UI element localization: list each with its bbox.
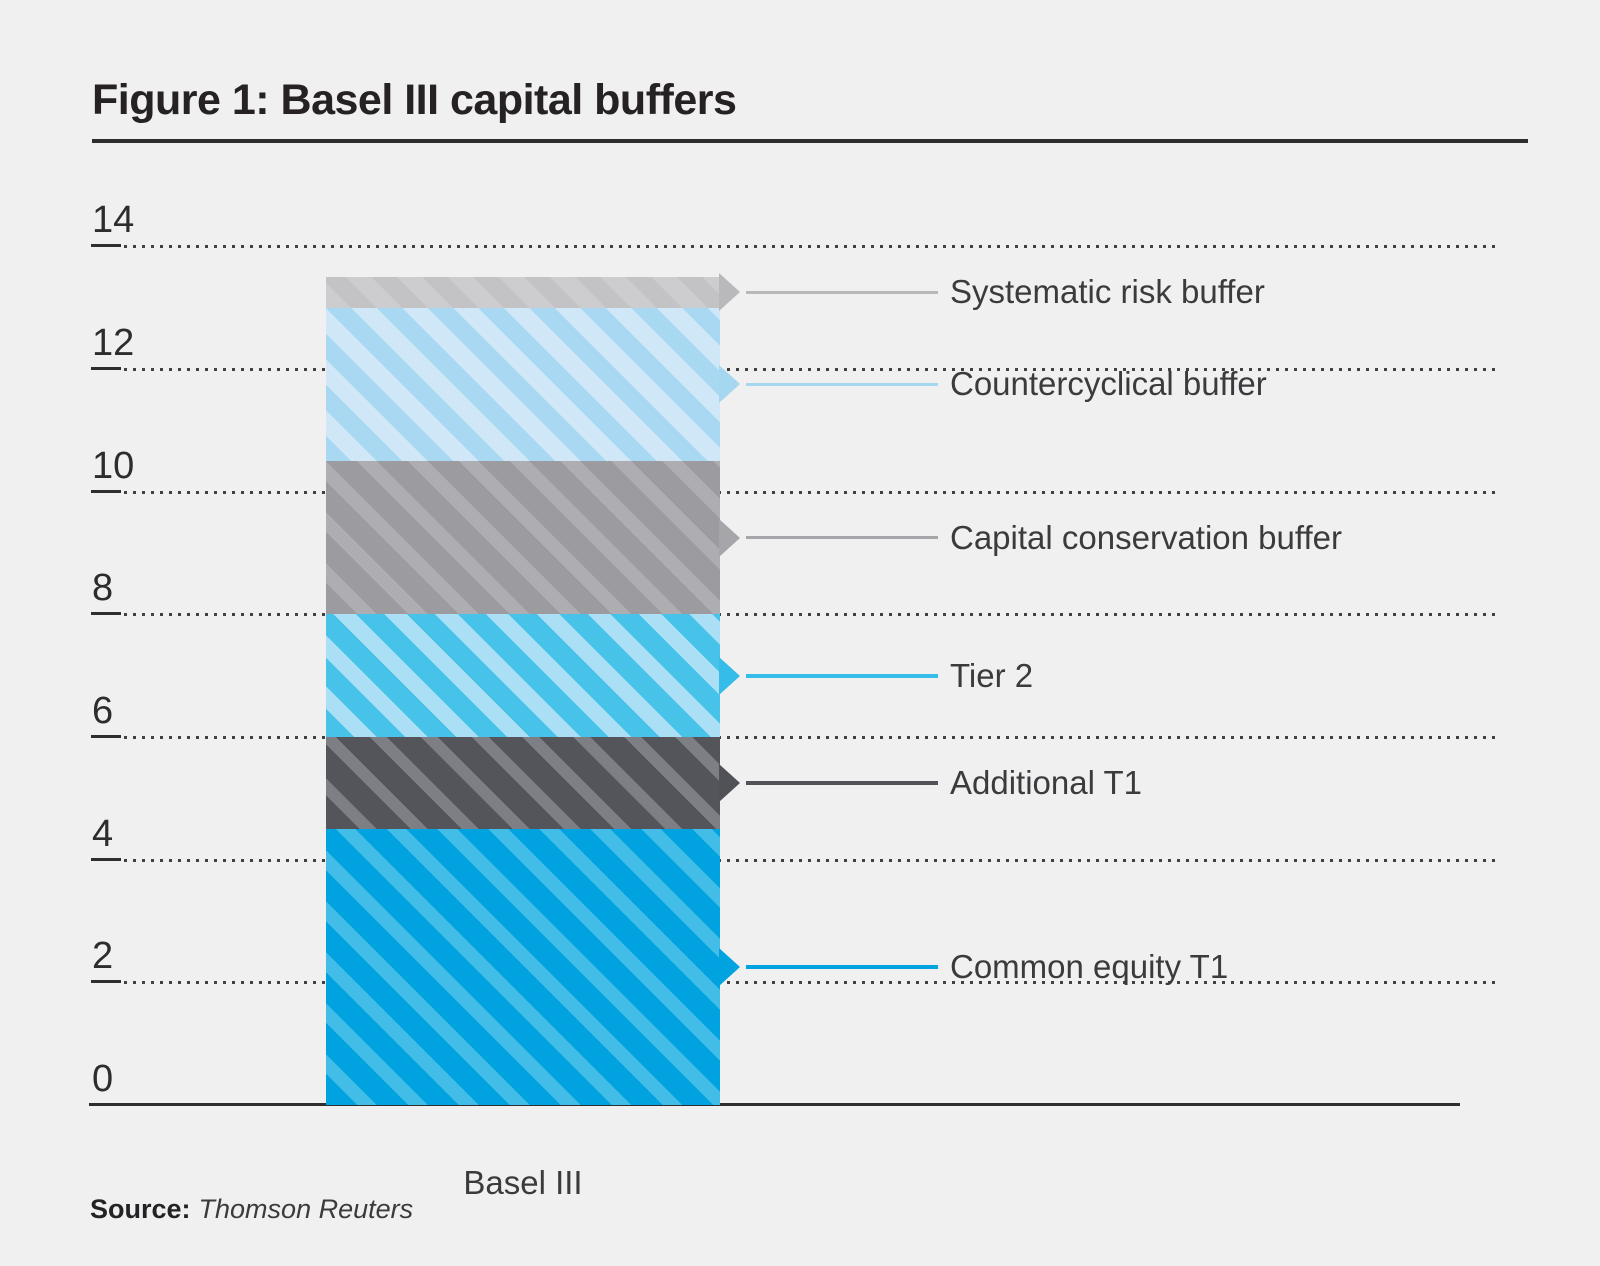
y-axis-tick-label: 0 [92,1058,114,1100]
gridline-4 [124,858,1497,862]
y-axis-tick-label: 6 [92,690,114,733]
callout-line-common-equity-t1 [746,965,938,969]
callout-line-additional-t1 [746,781,938,786]
y-axis-tick-mark [91,980,121,984]
callout-arrow-countercyclical-buffer [719,365,740,404]
callout-label-tier-2: Tier 2 [950,656,1034,694]
y-axis-tick-mark [91,735,121,739]
callout-label-countercyclical-buffer: Countercyclical buffer [950,365,1267,403]
callout-arrow-common-equity-t1 [719,948,740,986]
gridline-14 [124,245,1497,249]
gridline-12 [124,368,1497,372]
callout-arrow-tier-2 [719,656,740,695]
bar-segment-additional-t1 [326,737,720,829]
bar-segment-countercyclical-buffer [326,307,720,462]
callout-arrow-capital-conservation-buffer [719,518,740,557]
callout-arrow-systematic-risk-buffer [719,273,740,312]
gridline-10 [124,490,1497,494]
y-axis-tick-mark [91,612,121,616]
y-axis-tick-mark [91,244,121,248]
bar-segment-tier-2 [326,614,720,738]
callout-label-additional-t1: Additional T1 [950,764,1143,802]
callout-line-countercyclical-buffer [746,382,938,386]
bar-segment-systematic-risk-buffer [326,277,720,308]
y-axis-tick-mark [91,857,121,861]
callout-line-systematic-risk-buffer [746,290,938,294]
callout-label-systematic-risk-buffer: Systematic risk buffer [950,273,1265,311]
y-axis-tick-label: 10 [92,444,135,487]
gridline-8 [124,613,1497,617]
title-rule [92,139,1528,143]
x-axis-category-label: Basel III [463,1164,583,1201]
y-axis-tick-label: 14 [92,199,135,242]
source-line: Source: Thomson Reuters [90,1194,413,1225]
gridline-2 [124,981,1497,985]
callout-arrow-additional-t1 [719,764,740,803]
x-axis-line [89,1103,1460,1106]
callout-label-common-equity-t1: Common equity T1 [950,948,1229,985]
gridline-6 [124,736,1497,740]
source-text: Thomson Reuters [198,1194,414,1224]
source-label: Source: [90,1194,191,1224]
callout-line-tier-2 [746,673,938,678]
figure-title: Figure 1: Basel III capital buffers [92,76,737,124]
bar-segment-capital-conservation-buffer [326,461,720,615]
callout-line-capital-conservation-buffer [746,536,938,540]
y-axis-tick-mark [91,367,121,371]
y-axis-tick-mark [91,489,121,493]
callout-label-capital-conservation-buffer: Capital conservation buffer [950,518,1342,556]
y-axis-tick-label: 4 [92,812,114,855]
y-axis-tick-label: 8 [92,567,114,610]
bar-segment-common-equity-t1 [326,829,720,1105]
y-axis-tick-label: 2 [92,935,114,978]
y-axis-tick-label: 12 [92,322,135,365]
